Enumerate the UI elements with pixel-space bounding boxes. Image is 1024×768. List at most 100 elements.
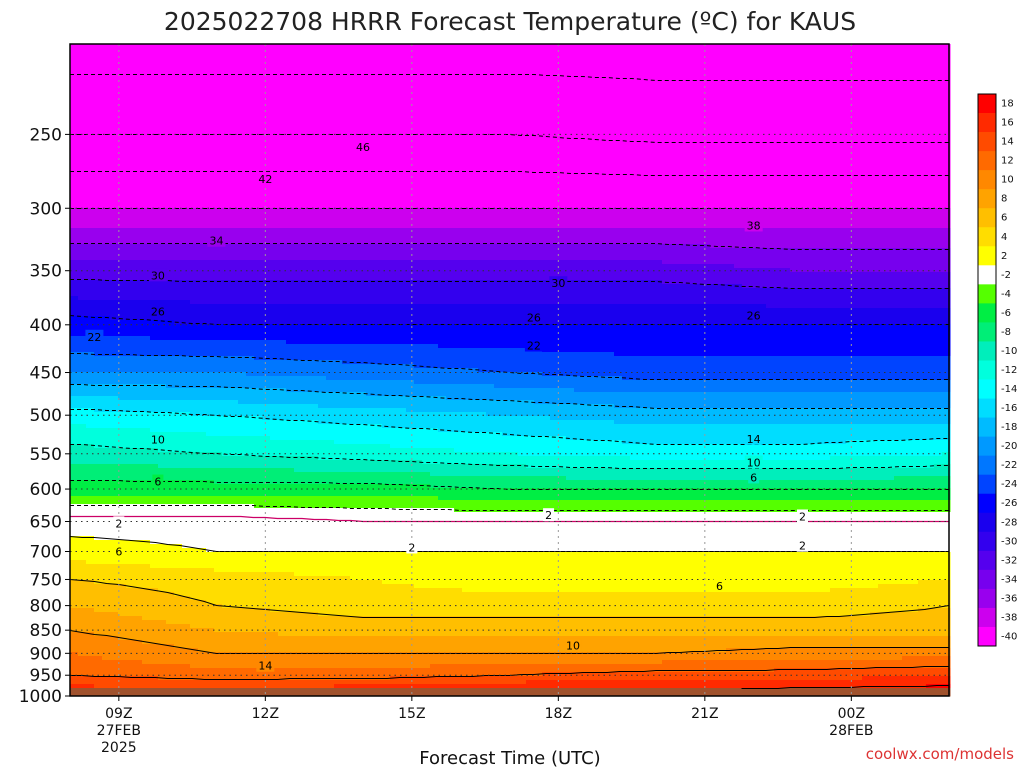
temperature-cell [134, 112, 143, 117]
temperature-cell [166, 300, 175, 305]
temperature-cell [158, 652, 167, 657]
temperature-cell [238, 360, 247, 365]
temperature-cell [238, 416, 247, 421]
temperature-cell [70, 248, 79, 253]
temperature-cell [286, 536, 295, 541]
temperature-cell [182, 140, 191, 145]
temperature-cell [286, 660, 295, 665]
temperature-cell [86, 196, 95, 201]
temperature-cell [70, 508, 79, 513]
temperature-cell [198, 168, 207, 173]
temperature-cell [142, 680, 151, 685]
temperature-cell [270, 84, 279, 89]
temperature-cell [246, 300, 255, 305]
temperature-cell [198, 548, 207, 553]
temperature-cell [86, 496, 95, 501]
temperature-cell [246, 660, 255, 665]
temperature-cell [166, 436, 175, 441]
temperature-cell [94, 512, 103, 517]
temperature-cell [134, 436, 143, 441]
temperature-cell [166, 408, 175, 413]
temperature-cell [150, 160, 159, 165]
temperature-cell [294, 484, 303, 489]
temperature-cell [230, 444, 239, 449]
temperature-cell [150, 264, 159, 269]
temperature-cell [174, 492, 183, 497]
temperature-cell [286, 164, 295, 169]
temperature-cell [78, 680, 87, 685]
temperature-cell [182, 212, 191, 217]
temperature-cell [198, 620, 207, 625]
temperature-cell [150, 604, 159, 609]
temperature-cell [206, 124, 215, 129]
temperature-cell [214, 84, 223, 89]
temperature-cell [102, 176, 111, 181]
temperature-cell [70, 176, 79, 181]
temperature-cell [230, 260, 239, 265]
temperature-cell [94, 584, 103, 589]
temperature-cell [302, 604, 311, 609]
temperature-cell [166, 232, 175, 237]
temperature-cell [166, 384, 175, 389]
temperature-cell [214, 44, 223, 49]
temperature-cell [182, 424, 191, 429]
temperature-cell [286, 532, 295, 537]
temperature-cell [230, 684, 239, 689]
temperature-cell [206, 212, 215, 217]
temperature-cell [86, 276, 95, 281]
temperature-cell [254, 528, 263, 533]
temperature-cell [86, 520, 95, 525]
temperature-cell [310, 440, 319, 445]
temperature-cell [238, 240, 247, 245]
temperature-cell [182, 76, 191, 81]
temperature-cell [294, 276, 303, 281]
temperature-cell [190, 44, 199, 49]
temperature-cell [118, 224, 127, 229]
temperature-cell [214, 520, 223, 525]
temperature-cell [78, 484, 87, 489]
temperature-cell [118, 408, 127, 413]
temperature-cell [214, 64, 223, 69]
temperature-cell [254, 336, 263, 341]
temperature-cell [94, 120, 103, 125]
temperature-cell [102, 312, 111, 317]
ground-cell [190, 688, 199, 693]
temperature-cell [270, 612, 279, 617]
temperature-cell [78, 148, 87, 153]
temperature-cell [78, 140, 87, 145]
temperature-cell [222, 624, 231, 629]
temperature-cell [246, 160, 255, 165]
temperature-cell [246, 552, 255, 557]
temperature-cell [270, 416, 279, 421]
temperature-cell [262, 580, 271, 585]
temperature-cell [278, 340, 287, 345]
temperature-cell [198, 176, 207, 181]
temperature-cell [310, 356, 319, 361]
temperature-cell [150, 60, 159, 65]
temperature-cell [78, 204, 87, 209]
temperature-cell [70, 440, 79, 445]
temperature-cell [118, 616, 127, 621]
temperature-cell [70, 480, 79, 485]
temperature-cell [294, 488, 303, 493]
temperature-cell [238, 504, 247, 509]
temperature-cell [150, 172, 159, 177]
temperature-cell [198, 640, 207, 645]
temperature-cell [230, 300, 239, 305]
temperature-cell [182, 312, 191, 317]
temperature-cell [126, 384, 135, 389]
temperature-cell [134, 164, 143, 169]
temperature-cell [78, 264, 87, 269]
temperature-cell [214, 420, 223, 425]
temperature-cell [78, 420, 87, 425]
temperature-cell [230, 392, 239, 397]
temperature-cell [94, 180, 103, 185]
ground-cell [142, 688, 151, 693]
temperature-cell [126, 304, 135, 309]
temperature-cell [142, 560, 151, 565]
temperature-cell [190, 228, 199, 233]
temperature-cell [78, 616, 87, 621]
temperature-cell [166, 280, 175, 285]
temperature-cell [142, 508, 151, 513]
temperature-cell [86, 564, 95, 569]
